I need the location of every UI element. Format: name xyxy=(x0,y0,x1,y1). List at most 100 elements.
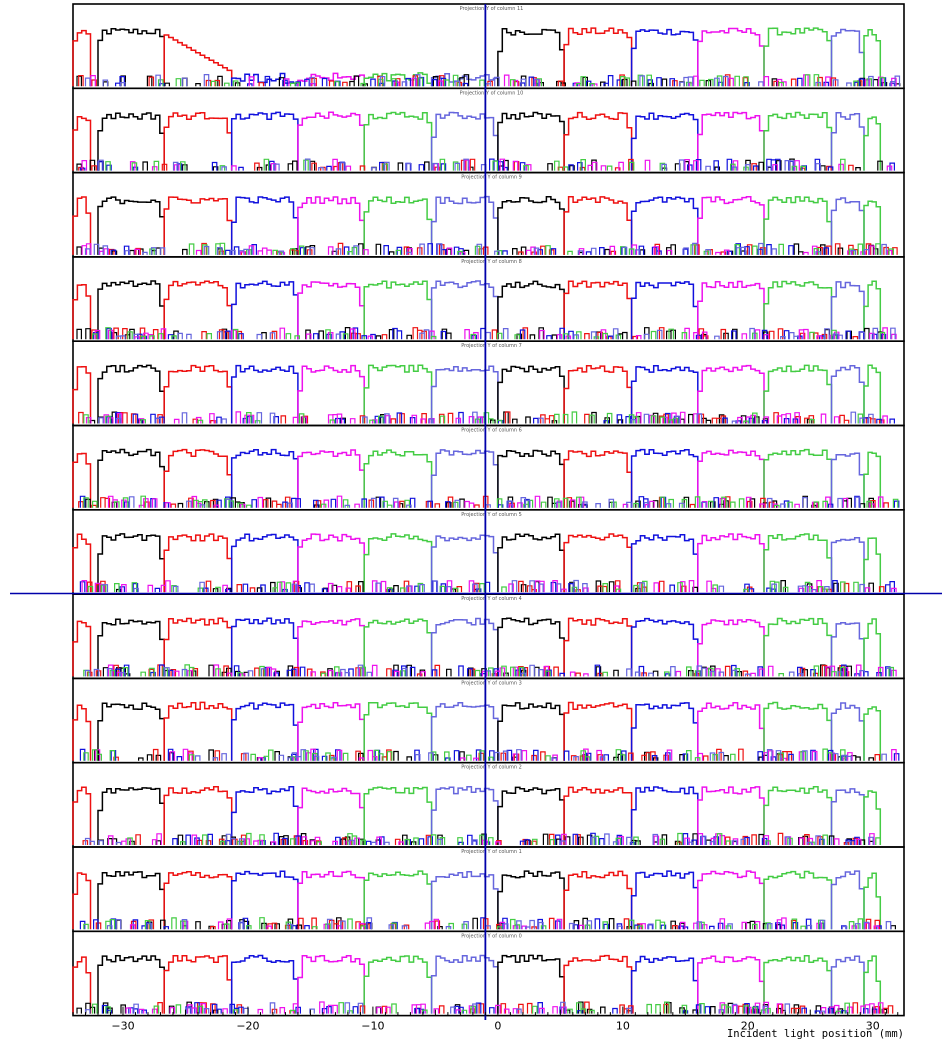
histogram-slateblue-step xyxy=(830,28,865,87)
histogram-magenta-step xyxy=(697,449,765,508)
histogram-green-step xyxy=(763,617,833,677)
histogram-black-step xyxy=(497,280,565,340)
histogram-blue-step xyxy=(630,281,699,340)
histogram-green-step xyxy=(863,116,882,171)
histogram-black-step xyxy=(497,449,565,508)
noise-bins-slateblue xyxy=(98,158,821,171)
histogram-green-step xyxy=(363,786,433,845)
noise-bins-red xyxy=(78,411,885,424)
histogram-magenta-step xyxy=(297,449,365,508)
panel-title: Projection Y of column 10 xyxy=(460,90,524,96)
histogram-black-step xyxy=(497,533,565,593)
histogram-green-step xyxy=(363,364,433,424)
panel-frame xyxy=(72,761,905,848)
panel-title: Projection Y of column 9 xyxy=(461,175,522,181)
panel-frame xyxy=(72,508,905,595)
histogram-blue-step xyxy=(230,280,299,340)
histogram-red-step xyxy=(163,785,233,845)
histogram-red-step xyxy=(72,533,92,593)
histogram-red-step xyxy=(72,786,92,845)
histogram-magenta-step xyxy=(697,870,765,930)
histogram-slateblue-step xyxy=(830,870,865,930)
histogram-black-step xyxy=(97,618,165,677)
histogram-black-step xyxy=(97,364,165,424)
histogram-green-step xyxy=(863,790,882,845)
marker-lines xyxy=(10,4,942,1020)
noise-bins-slateblue xyxy=(84,833,874,845)
histogram-magenta-step xyxy=(297,870,365,930)
panel-column-3: Projection Y of column 3 xyxy=(72,677,905,764)
histogram-magenta-step xyxy=(697,533,765,593)
histogram-blue-step xyxy=(630,534,699,593)
panel-column-2: Projection Y of column 2 xyxy=(72,761,905,848)
histogram-red-step xyxy=(163,701,233,761)
histogram-red-step xyxy=(72,196,92,255)
histogram-magenta-step xyxy=(697,702,765,761)
noise-bins-slateblue xyxy=(128,496,861,508)
histogram-green-step xyxy=(763,448,833,508)
histogram-green-step xyxy=(863,451,882,508)
histogram-green-step xyxy=(863,537,882,593)
histogram-green-step xyxy=(363,955,433,1014)
histogram-red-step xyxy=(163,448,233,508)
histogram-black-step xyxy=(497,954,565,1014)
histogram-slateblue-step xyxy=(430,702,499,761)
panel-title: Projection Y of column 7 xyxy=(461,343,522,349)
x-axis-title: Incident light position (mm) xyxy=(727,1028,904,1040)
histogram-magenta-step xyxy=(697,111,765,171)
histogram-green-step xyxy=(363,533,433,593)
histogram-red-step xyxy=(163,533,233,593)
panel-title: Projection Y of column 1 xyxy=(461,849,522,855)
noise-bins-slateblue xyxy=(84,664,892,677)
panel-frame xyxy=(72,87,905,174)
histogram-blue-step xyxy=(230,786,299,845)
histogram-green-step xyxy=(863,200,882,255)
histogram-slateblue-step xyxy=(430,195,499,255)
histogram-blue-step xyxy=(230,364,299,424)
histogram-blue-step xyxy=(230,448,299,508)
panel-column-7: Projection Y of column 7 xyxy=(72,340,905,427)
panel-column-1: Projection Y of column 1 xyxy=(72,846,905,933)
histogram-blue-step xyxy=(230,196,299,255)
histogram-red-step xyxy=(563,111,633,171)
x-tick-label: −10 xyxy=(361,1020,384,1033)
histogram-green-step xyxy=(363,449,433,508)
histogram-blue-step xyxy=(230,111,299,171)
panel-title: Projection Y of column 4 xyxy=(461,596,522,602)
histogram-magenta-step xyxy=(697,955,765,1014)
histogram-red-step xyxy=(72,452,92,508)
x-tick-label: 10 xyxy=(616,1020,630,1033)
histogram-blue-step xyxy=(630,28,699,87)
histogram-blue-step xyxy=(630,955,699,1014)
histogram-blue-step xyxy=(630,786,699,845)
histogram-black-step xyxy=(497,617,565,677)
histogram-red-step xyxy=(563,617,633,677)
histogram-slateblue-step xyxy=(830,281,865,340)
noise-bins-slateblue xyxy=(194,749,887,761)
noise-bins-slateblue xyxy=(84,1001,826,1014)
histogram-green-step xyxy=(863,955,882,1014)
panel-column-5: Projection Y of column 5 xyxy=(72,508,905,595)
histogram-magenta-step xyxy=(297,196,365,255)
histogram-red-step xyxy=(563,954,633,1014)
histogram-blue-step xyxy=(630,617,699,677)
histogram-green-step xyxy=(863,364,882,424)
histogram-red-step xyxy=(163,871,233,930)
histogram-green-step xyxy=(363,618,433,677)
histogram-green-step xyxy=(763,786,833,845)
histogram-black-step xyxy=(497,365,565,424)
histogram-magenta-step xyxy=(697,280,765,340)
histogram-slateblue-step xyxy=(430,617,499,677)
noise-bins-blue xyxy=(93,327,887,340)
panel-frame xyxy=(72,677,905,764)
histogram-slateblue-step xyxy=(430,870,499,930)
panel-column-11: Projection Y of column 11 xyxy=(72,3,905,90)
histogram-blue-step xyxy=(630,112,699,171)
histogram-black-step xyxy=(497,28,565,87)
histogram-slateblue-step xyxy=(430,449,499,508)
histogram-blue-step xyxy=(630,702,699,761)
panel-title: Projection Y of column 0 xyxy=(461,933,522,939)
histogram-green-step xyxy=(863,706,882,761)
noise-bins-black xyxy=(76,158,883,171)
histogram-slateblue-step xyxy=(430,785,499,845)
